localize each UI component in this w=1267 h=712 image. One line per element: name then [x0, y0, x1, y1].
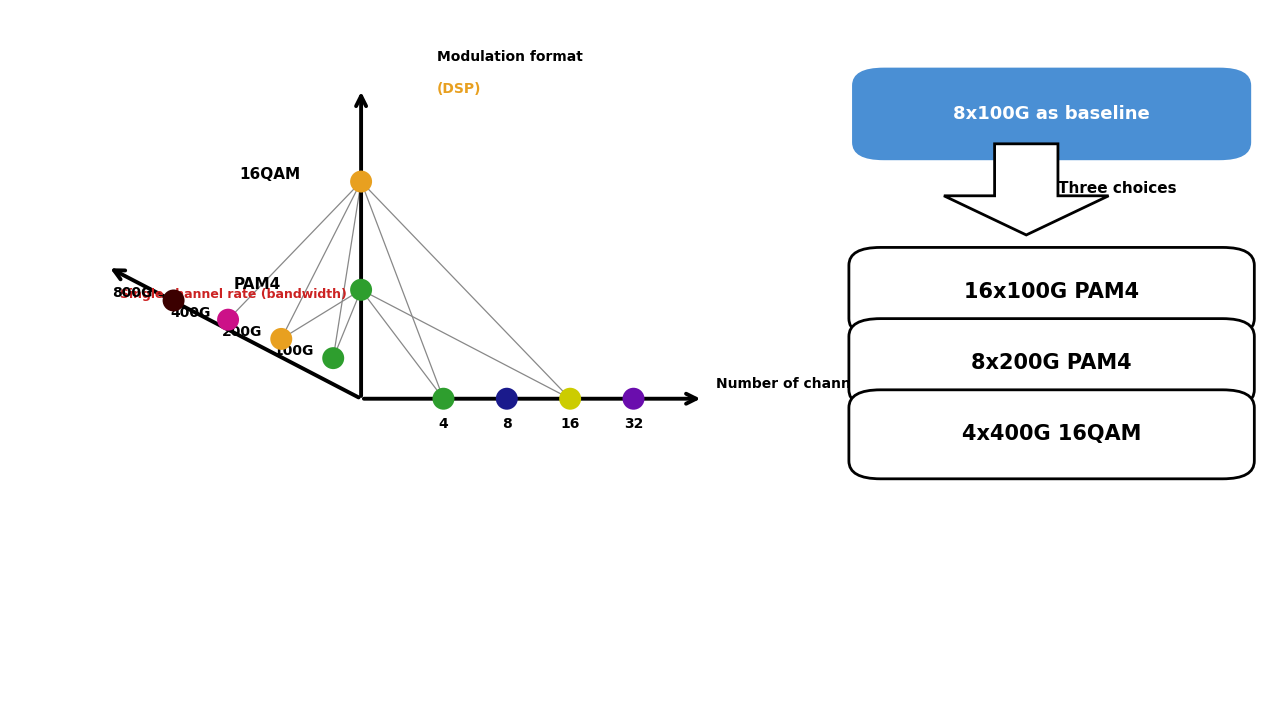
- Text: 4: 4: [438, 417, 449, 431]
- Point: [218, 314, 238, 325]
- Text: 4x400G 16QAM: 4x400G 16QAM: [962, 424, 1142, 444]
- Text: PAM4: PAM4: [234, 277, 281, 293]
- Point: [623, 393, 644, 404]
- Point: [351, 176, 371, 187]
- Text: Modulation format: Modulation format: [437, 50, 583, 64]
- Text: Three choices: Three choices: [1058, 181, 1177, 197]
- Point: [351, 284, 371, 295]
- Point: [497, 393, 517, 404]
- Text: (DSP): (DSP): [437, 82, 481, 96]
- Text: 8x200G PAM4: 8x200G PAM4: [972, 353, 1131, 373]
- FancyBboxPatch shape: [851, 68, 1252, 160]
- FancyBboxPatch shape: [849, 390, 1254, 478]
- Text: 100G: 100G: [274, 344, 314, 358]
- Point: [163, 295, 184, 306]
- Point: [323, 352, 343, 364]
- Text: 8x100G as baseline: 8x100G as baseline: [953, 105, 1150, 123]
- Text: Number of channels: Number of channels: [716, 377, 873, 392]
- Text: 200G: 200G: [222, 325, 262, 339]
- Text: 400G: 400G: [170, 305, 210, 320]
- Text: 800G: 800G: [111, 286, 152, 300]
- Text: 16x100G PAM4: 16x100G PAM4: [964, 282, 1139, 302]
- Text: 16QAM: 16QAM: [239, 167, 300, 182]
- Point: [271, 333, 291, 345]
- Text: 8: 8: [502, 417, 512, 431]
- Point: [433, 393, 454, 404]
- Text: 32: 32: [623, 417, 644, 431]
- Point: [560, 393, 580, 404]
- FancyBboxPatch shape: [849, 248, 1254, 337]
- Text: 16: 16: [560, 417, 580, 431]
- Polygon shape: [944, 144, 1109, 235]
- Text: Single channel rate (bandwidth): Single channel rate (bandwidth): [120, 288, 347, 301]
- FancyBboxPatch shape: [849, 319, 1254, 407]
